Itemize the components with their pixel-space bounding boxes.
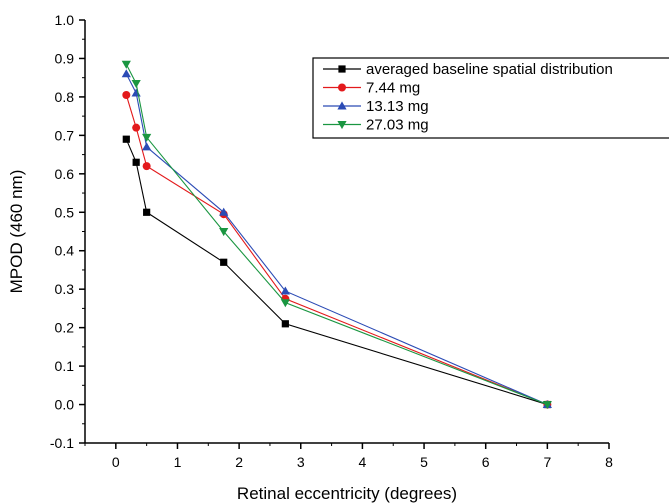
legend: averaged baseline spatial distribution 7.… (312, 57, 669, 139)
y-tick-label: -0.1 (50, 435, 74, 451)
data-point (121, 60, 131, 69)
axes: 0 1 2 3 4 5 6 7 8 -0.1 0.0 0.1 0.2 0.3 0.4 0.5 0.6 0.7 0.8… (50, 12, 613, 470)
x-tick-label: 0 (112, 454, 120, 470)
data-point (142, 133, 152, 142)
x-tick-label: 4 (359, 454, 367, 470)
legend-entry: 7.44 mg (323, 80, 420, 97)
x-axis-title: Retinal eccentricity (degrees) (237, 484, 457, 503)
x-tick-label: 1 (174, 454, 182, 470)
data-point (219, 228, 229, 237)
legend-marker (337, 101, 347, 110)
series-1 (122, 135, 551, 409)
y-tick-label: 0.7 (55, 127, 75, 143)
legend-box (312, 57, 669, 139)
legend-entry: averaged baseline spatial distribution (323, 61, 613, 78)
data-point (131, 88, 141, 97)
y-tick-label: 0.0 (55, 397, 75, 413)
legend-entry: 13.13 mg (323, 98, 429, 115)
data-point (219, 207, 229, 216)
y-tick-label: 0.1 (55, 358, 75, 374)
x-tick-label: 8 (605, 454, 613, 470)
y-tick-label: 0.8 (55, 89, 75, 105)
y-tick-label: 0.6 (55, 166, 75, 182)
legend-marker (338, 65, 346, 73)
legend-label: averaged baseline spatial distribution (366, 61, 613, 78)
data-point (132, 123, 141, 132)
y-tick-label: 0.5 (55, 204, 75, 220)
data-point (280, 299, 290, 308)
legend-label: 27.03 mg (366, 117, 429, 134)
data-point (281, 320, 289, 328)
series-line (125, 73, 548, 406)
series-line (125, 94, 548, 406)
y-tick-label: 0.3 (55, 281, 75, 297)
legend-marker (337, 121, 347, 130)
x-tick-label: 2 (235, 454, 243, 470)
data-point (122, 135, 130, 143)
series-4 (121, 60, 552, 410)
data-series (121, 60, 552, 410)
x-tick-label: 5 (420, 454, 428, 470)
data-point (542, 401, 552, 410)
y-tick-label: 0.4 (55, 243, 75, 259)
data-point (220, 258, 228, 266)
y-tick-label: 0.2 (55, 320, 75, 336)
x-tick-label: 7 (543, 454, 551, 470)
data-point (142, 142, 152, 151)
y-tick-label: 1.0 (55, 12, 75, 28)
x-tick-label: 3 (297, 454, 305, 470)
data-point (143, 208, 151, 216)
data-point (131, 80, 141, 89)
data-point (132, 158, 140, 166)
data-point (121, 69, 131, 78)
y-tick-label: 0.9 (55, 50, 75, 66)
legend-entry: 27.03 mg (323, 117, 429, 134)
series-2 (122, 90, 552, 409)
x-tick-label: 6 (482, 454, 490, 470)
data-point (122, 90, 131, 99)
data-point (142, 162, 151, 171)
data-point (280, 286, 290, 295)
legend-marker (338, 83, 346, 92)
legend-label: 7.44 mg (366, 80, 420, 97)
series-line (125, 138, 548, 406)
y-axis-title: MPOD (460 nm) (7, 170, 26, 294)
legend-label: 13.13 mg (366, 98, 429, 115)
